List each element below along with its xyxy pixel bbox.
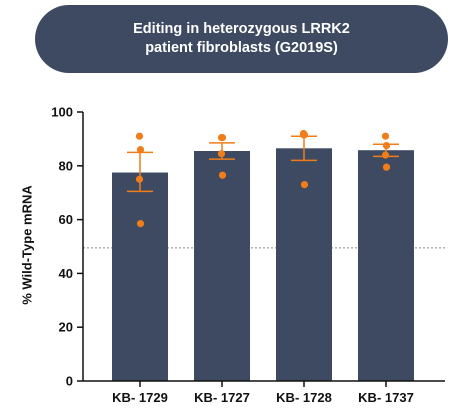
x-tick-label-3: KB- 1737 [358, 390, 414, 405]
bar-0 [112, 172, 168, 381]
y-axis-label: % Wild-Type mRNA [19, 185, 35, 305]
data-point-3-2 [381, 151, 390, 159]
y-tick-label-0: 0 [66, 374, 73, 389]
y-tick-label-4: 80 [59, 158, 73, 173]
y-tick-label-3: 60 [59, 212, 73, 227]
axes-layer: KB- 1729 KB- 1727 KB- 1728 KB- 1737 0 20 40 60 8… [51, 105, 445, 405]
chart-title-banner: Editing in heterozygous LRRK2 patient fi… [35, 5, 448, 73]
data-point-0-3 [136, 220, 145, 228]
y-tick-label-1: 20 [59, 320, 73, 335]
data-point-0-2 [135, 175, 144, 183]
y-tick-label-2: 40 [59, 266, 73, 281]
points-layer [135, 129, 391, 228]
data-point-1-1 [218, 133, 227, 142]
x-tick-label-2: KB- 1728 [276, 390, 332, 405]
bar-3 [358, 150, 414, 381]
data-point-3-1 [382, 142, 391, 150]
x-tick-label-0: KB- 1729 [112, 390, 168, 405]
data-point-1-2 [217, 150, 226, 158]
chart-title-line-2: patient fibroblasts (G2019S) [145, 40, 338, 56]
data-point-2-3 [300, 181, 309, 189]
bar-1 [194, 151, 250, 381]
data-point-3-0 [381, 132, 390, 140]
data-point-0-1 [136, 146, 145, 154]
data-point-3-3 [382, 163, 391, 171]
data-point-0-0 [135, 132, 144, 140]
data-point-2-2 [299, 131, 308, 139]
y-tick-label-5: 100 [51, 105, 73, 120]
chart-title-line-1: Editing in heterozygous LRRK2 [133, 21, 350, 37]
bars-layer [112, 148, 414, 381]
data-point-1-3 [218, 171, 227, 179]
x-tick-label-1: KB- 1727 [194, 390, 250, 405]
